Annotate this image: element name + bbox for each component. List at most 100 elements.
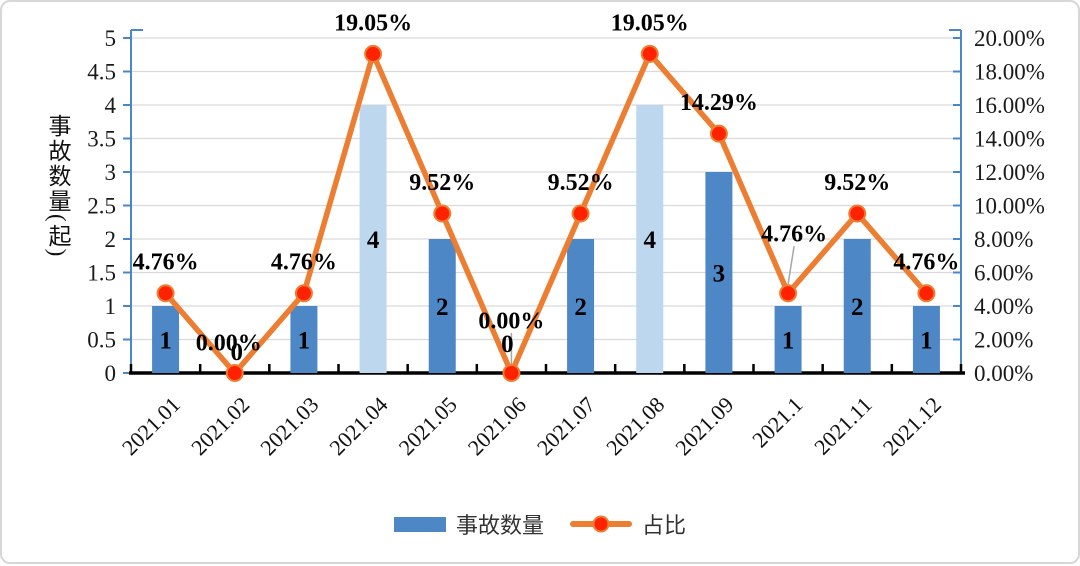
category-labels: 2021.01 2021.02 2021.03 2021.04 2021.05 2021.… xyxy=(117,392,946,460)
left-axis-tick: 3.5 xyxy=(87,127,116,152)
chart-legend: 事故数量 占比 xyxy=(2,508,1078,540)
bar xyxy=(843,239,871,373)
right-axis-tick: 14.00% xyxy=(974,127,1045,152)
right-axis-tick: 4.00% xyxy=(974,294,1033,319)
line-marker-dot-icon xyxy=(592,515,610,533)
category-label: 2021.01 xyxy=(117,392,185,460)
category-label: 2021.09 xyxy=(670,392,738,460)
line-data-labels: 4.76% 0.00% 4.76% 19.05% 9.52% 0.00% 9.52% 19.0… xyxy=(133,10,960,356)
percent-label: 19.05% xyxy=(611,10,689,36)
bar-series xyxy=(152,105,940,373)
y-axis-title: 事故数量(起) xyxy=(45,114,70,259)
line-marker xyxy=(156,284,175,303)
right-axis-tick: 8.00% xyxy=(974,227,1033,252)
legend-label-accident-count: 事故数量 xyxy=(455,513,544,538)
right-axis-tick: 2.00% xyxy=(974,328,1033,353)
bar-value-label: 2 xyxy=(851,294,864,321)
percent-label: 14.29% xyxy=(680,90,758,116)
bar xyxy=(567,239,595,373)
right-axis-tick: 16.00% xyxy=(974,93,1045,118)
left-axis-tick: 1.5 xyxy=(87,261,116,286)
line-marker xyxy=(917,284,936,303)
category-axis xyxy=(129,364,965,375)
category-label: 2021.08 xyxy=(601,392,669,460)
category-label: 2021.06 xyxy=(463,392,531,460)
left-axis-tick: 5 xyxy=(105,26,117,51)
line-marker xyxy=(225,364,244,382)
bar xyxy=(636,105,664,373)
left-axis-tick: 4 xyxy=(105,93,117,118)
bar xyxy=(774,306,802,373)
line-marker xyxy=(848,204,867,223)
category-label: 2021.04 xyxy=(324,392,392,460)
left-axis-tick: 2 xyxy=(105,227,117,252)
line-marker xyxy=(779,284,798,303)
bar-value-label: 1 xyxy=(782,327,795,354)
bar-value-label: 4 xyxy=(367,227,380,254)
percent-label: 9.52% xyxy=(409,170,475,196)
line-marker xyxy=(364,44,383,63)
line-series xyxy=(156,44,936,382)
bar xyxy=(290,306,318,373)
axis-tick-labels: 54.543.532.521.510.5020.00%18.00%16.00%1… xyxy=(87,26,1045,386)
gridlines xyxy=(131,37,961,341)
bar-value-label: 0 xyxy=(501,331,514,358)
legend-item-accident-count: 事故数量 xyxy=(393,508,544,540)
right-axis-tick: 10.00% xyxy=(974,194,1045,219)
percent-label: 9.52% xyxy=(824,170,890,196)
right-axis-tick: 6.00% xyxy=(974,261,1033,286)
percent-label: 4.76% xyxy=(133,250,199,276)
line-marker xyxy=(502,364,521,382)
percent-label: 4.76% xyxy=(893,250,959,276)
line-marker xyxy=(709,124,728,143)
legend-item-share: 占比 xyxy=(570,508,686,540)
bar xyxy=(705,172,733,373)
right-axis-tick: 0.00% xyxy=(974,361,1033,386)
category-label: 2021.02 xyxy=(186,392,254,460)
category-label: 2021.1 xyxy=(747,392,807,452)
line-marker xyxy=(294,284,313,303)
bar xyxy=(912,306,940,373)
bar-value-label: 3 xyxy=(713,260,726,287)
bar-value-label: 2 xyxy=(574,294,587,321)
right-axis-tick: 20.00% xyxy=(974,26,1045,51)
percent-label: 9.52% xyxy=(548,170,614,196)
left-axis-tick: 3 xyxy=(105,160,117,185)
line-marker xyxy=(571,204,590,223)
category-label: 2021.05 xyxy=(394,392,462,460)
line-series-swatch-icon xyxy=(570,515,632,533)
category-label: 2021.07 xyxy=(532,392,600,460)
bar-value-label: 1 xyxy=(920,327,933,354)
label-leader-lines xyxy=(510,246,795,364)
bar-data-labels: 1 0 1 4 2 0 2 4 3 1 2 1 xyxy=(159,227,932,366)
bar xyxy=(428,239,456,373)
category-label: 2021.12 xyxy=(878,392,946,460)
line-marker xyxy=(433,204,452,223)
left-axis-tick: 4.5 xyxy=(87,60,116,85)
bar-value-label: 4 xyxy=(644,227,657,254)
percent-label: 0.00% xyxy=(478,308,544,334)
percent-label: 4.76% xyxy=(761,222,827,248)
bar-value-label: 1 xyxy=(298,327,311,354)
bar-value-label: 1 xyxy=(159,327,172,354)
category-label: 2021.03 xyxy=(255,392,323,460)
category-label: 2021.11 xyxy=(809,392,877,460)
bar xyxy=(152,306,180,373)
bar-series-swatch-icon xyxy=(393,516,446,532)
right-axis-tick: 18.00% xyxy=(974,60,1045,85)
percent-label: 4.76% xyxy=(271,250,337,276)
left-axis-tick: 1 xyxy=(105,294,117,319)
left-axis-tick: 2.5 xyxy=(87,194,116,219)
percent-label: 19.05% xyxy=(334,10,412,36)
left-axis-tick: 0 xyxy=(105,361,117,386)
legend-label-share: 占比 xyxy=(642,513,687,538)
line-marker xyxy=(640,44,659,63)
left-axis-tick: 0.5 xyxy=(87,328,116,353)
bar-value-label: 0 xyxy=(231,339,244,366)
bar xyxy=(359,105,387,373)
right-axis-tick: 12.00% xyxy=(974,160,1045,185)
percent-label: 0.00% xyxy=(196,330,262,356)
